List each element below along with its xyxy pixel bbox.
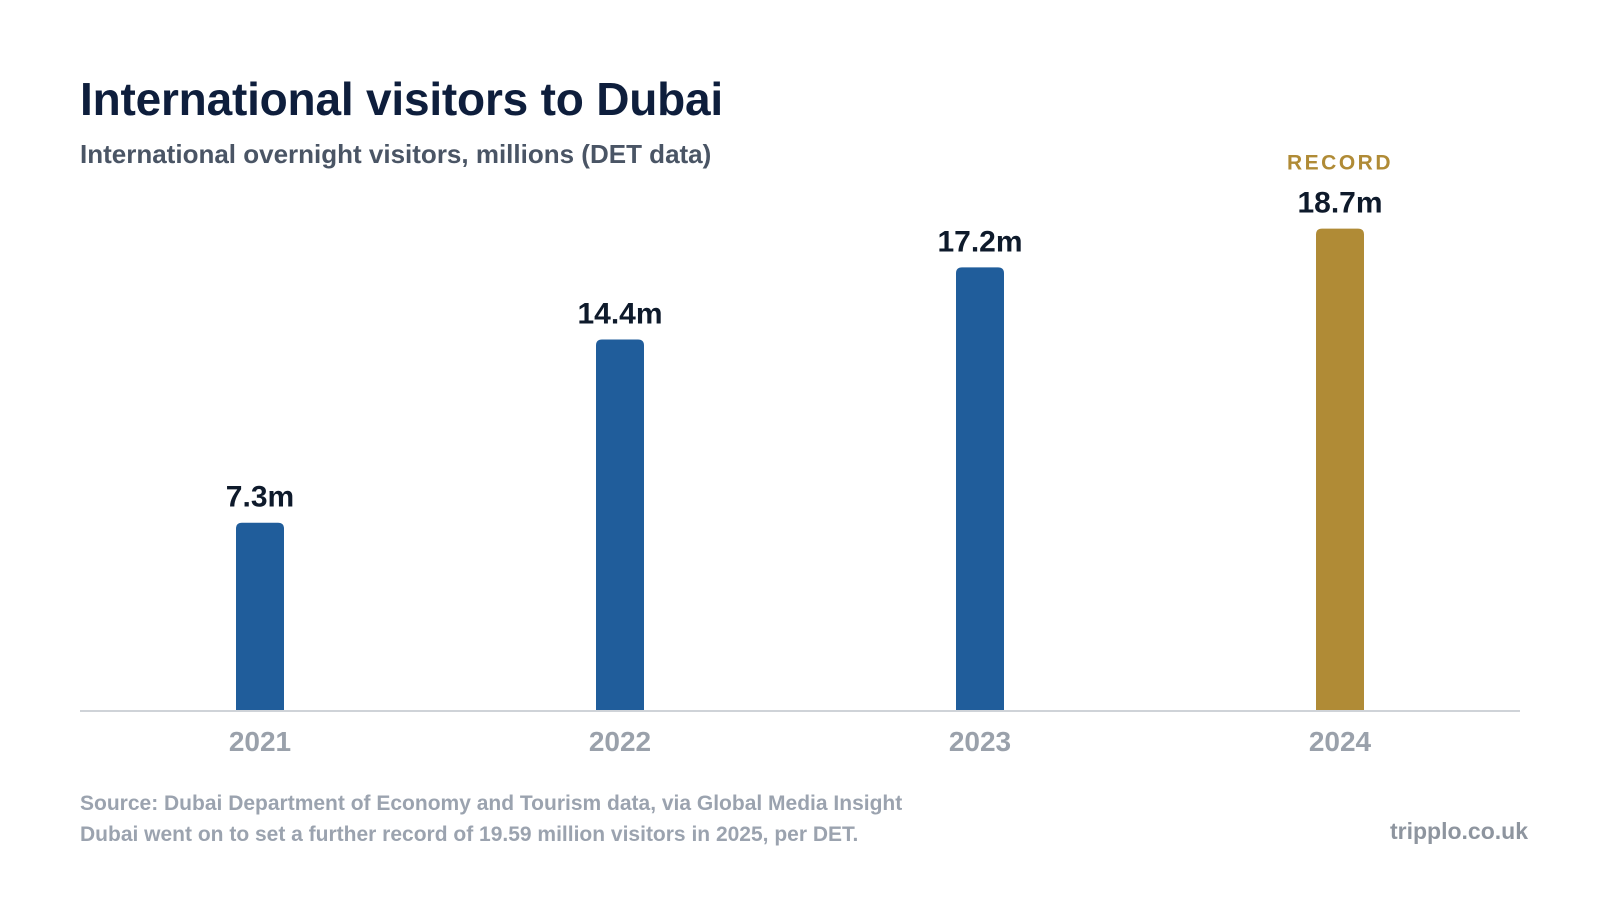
- chart-subtitle: International overnight visitors, millio…: [80, 139, 712, 169]
- bar-2024: [1316, 228, 1364, 711]
- chart-footer: Source: Dubai Department of Economy and …: [80, 788, 902, 850]
- value-label-2021: 7.3m: [226, 481, 294, 514]
- record-annotation: RECORD: [1287, 152, 1393, 175]
- bar-2022: [596, 339, 644, 711]
- source-note: Source: Dubai Department of Economy and …: [80, 792, 903, 815]
- bar-chart: 7.3m 2021 14.4m 2022 17.2m 2023 18.7m RECORD 202…: [80, 152, 1520, 757]
- brand-link[interactable]: tripplo.co.uk: [1390, 818, 1528, 844]
- tick-label-2023: 2023: [949, 726, 1011, 757]
- value-label-2022: 14.4m: [577, 298, 662, 331]
- tick-label-2024: 2024: [1309, 726, 1372, 757]
- bar-2023: [956, 267, 1004, 711]
- tick-label-2021: 2021: [229, 726, 291, 757]
- record-note: Dubai went on to set a further record of…: [80, 823, 859, 846]
- value-label-2024: 18.7m: [1297, 187, 1382, 220]
- bar-2021: [236, 522, 284, 711]
- tick-label-2022: 2022: [589, 726, 651, 757]
- value-label-2023: 17.2m: [937, 225, 1022, 258]
- chart-title: International visitors to Dubai: [80, 73, 723, 125]
